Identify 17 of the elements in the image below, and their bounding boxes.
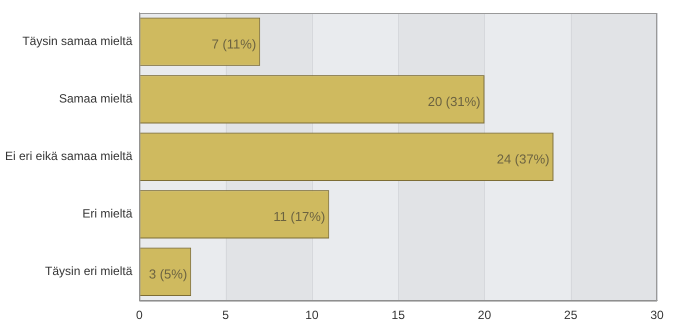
y-tick-label: Samaa mieltä: [59, 92, 133, 106]
y-tick-label: Täysin eri mieltä: [45, 264, 133, 278]
y-tick-label: Eri mieltä: [82, 206, 133, 221]
x-tick-label: 15: [392, 308, 406, 322]
x-tick-label: 25: [564, 308, 578, 322]
data-label: 24 (37%): [496, 151, 550, 166]
x-tick-label: 30: [650, 308, 664, 322]
data-label: 3 (5%): [148, 266, 188, 282]
data-label: 7 (11%): [212, 36, 256, 52]
data-label: 11 (17%): [273, 208, 326, 224]
y-tick-label: Ei eri eikä samaa mieltä: [4, 149, 133, 164]
data-label: 20 (31%): [428, 94, 480, 109]
x-tick-label: 10: [305, 308, 319, 322]
y-tick-label: Täysin samaa mieltä: [22, 34, 133, 48]
x-tick-label: 5: [222, 308, 230, 322]
x-tick-label: 20: [478, 308, 492, 322]
x-tick-label: 0: [136, 308, 144, 322]
